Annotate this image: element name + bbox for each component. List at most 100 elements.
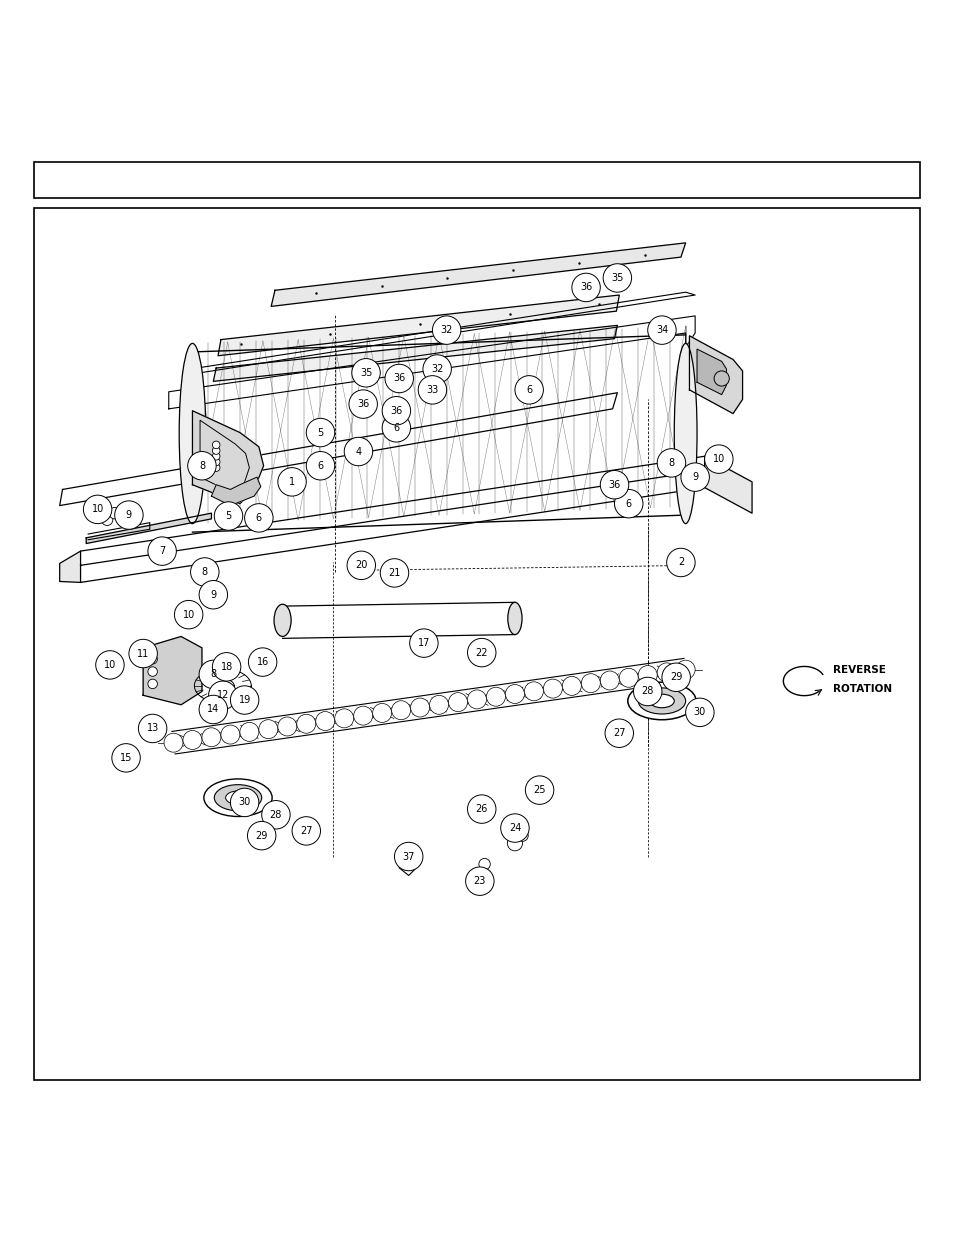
Circle shape <box>714 370 728 387</box>
Text: 10: 10 <box>91 504 104 514</box>
Circle shape <box>604 719 633 747</box>
Text: 12: 12 <box>216 690 229 700</box>
Text: 6: 6 <box>525 385 532 395</box>
Circle shape <box>199 580 228 609</box>
Circle shape <box>83 495 112 524</box>
Text: 5: 5 <box>317 427 323 437</box>
Text: 27: 27 <box>613 729 625 739</box>
Text: 5: 5 <box>225 511 232 521</box>
Text: 6: 6 <box>255 513 262 522</box>
Text: 6: 6 <box>317 461 323 471</box>
Text: 8: 8 <box>210 669 216 679</box>
Ellipse shape <box>204 779 272 816</box>
Text: 16: 16 <box>256 657 269 667</box>
Circle shape <box>385 364 413 393</box>
Text: 14: 14 <box>207 704 219 715</box>
Text: 35: 35 <box>611 273 623 283</box>
Circle shape <box>429 695 448 714</box>
Circle shape <box>347 551 375 579</box>
Ellipse shape <box>274 604 291 636</box>
Circle shape <box>101 514 112 526</box>
Circle shape <box>380 558 408 587</box>
Text: 35: 35 <box>359 368 372 378</box>
Text: 10: 10 <box>712 454 724 464</box>
Circle shape <box>202 727 221 747</box>
Circle shape <box>614 489 642 517</box>
Circle shape <box>599 471 628 499</box>
Text: 17: 17 <box>417 638 430 648</box>
Circle shape <box>666 548 695 577</box>
Circle shape <box>213 458 220 466</box>
Circle shape <box>244 504 273 532</box>
Ellipse shape <box>214 784 261 810</box>
Circle shape <box>191 558 219 587</box>
Polygon shape <box>213 325 617 382</box>
Circle shape <box>676 661 695 679</box>
Circle shape <box>109 508 120 519</box>
Circle shape <box>417 375 446 404</box>
Circle shape <box>258 720 277 739</box>
Circle shape <box>467 795 496 824</box>
Text: 20: 20 <box>355 561 367 571</box>
Circle shape <box>213 447 220 454</box>
Circle shape <box>517 830 528 841</box>
Text: 32: 32 <box>431 364 443 374</box>
Circle shape <box>354 706 373 725</box>
Circle shape <box>349 390 377 419</box>
Circle shape <box>277 468 306 496</box>
Circle shape <box>525 776 554 804</box>
Circle shape <box>685 698 714 726</box>
Circle shape <box>148 655 157 664</box>
Circle shape <box>382 414 410 442</box>
Circle shape <box>261 800 290 829</box>
Circle shape <box>213 452 220 461</box>
Text: 13: 13 <box>147 724 158 734</box>
Polygon shape <box>697 350 725 395</box>
Circle shape <box>392 700 410 720</box>
Text: 36: 36 <box>393 373 405 384</box>
Circle shape <box>661 663 690 692</box>
Text: 18: 18 <box>220 662 233 672</box>
Circle shape <box>500 814 529 842</box>
Text: 9: 9 <box>210 590 216 600</box>
Circle shape <box>138 714 167 742</box>
Circle shape <box>209 680 236 709</box>
Circle shape <box>478 858 490 869</box>
Text: 2: 2 <box>677 557 683 568</box>
Circle shape <box>704 445 732 473</box>
Ellipse shape <box>627 682 696 720</box>
Ellipse shape <box>649 694 674 708</box>
Polygon shape <box>218 295 618 356</box>
Ellipse shape <box>226 790 250 804</box>
Circle shape <box>188 452 216 480</box>
Circle shape <box>247 821 275 850</box>
Circle shape <box>91 508 103 519</box>
Text: 28: 28 <box>640 687 653 697</box>
Circle shape <box>432 316 460 345</box>
Circle shape <box>344 437 373 466</box>
Circle shape <box>213 652 240 680</box>
Circle shape <box>148 537 176 566</box>
Circle shape <box>231 788 258 816</box>
Text: 9: 9 <box>691 472 698 482</box>
Text: REVERSE: REVERSE <box>832 664 884 674</box>
Ellipse shape <box>638 688 685 714</box>
Text: 8: 8 <box>201 567 208 577</box>
Text: 36: 36 <box>390 406 402 416</box>
Circle shape <box>199 661 228 689</box>
Circle shape <box>239 722 258 741</box>
Circle shape <box>114 501 143 530</box>
Text: 1: 1 <box>289 477 294 487</box>
Circle shape <box>306 419 335 447</box>
Circle shape <box>95 651 124 679</box>
Circle shape <box>296 714 315 734</box>
Circle shape <box>335 709 354 727</box>
Circle shape <box>505 684 524 704</box>
Text: 22: 22 <box>475 647 488 657</box>
Circle shape <box>515 375 543 404</box>
Circle shape <box>164 734 183 752</box>
Circle shape <box>148 667 157 677</box>
Circle shape <box>465 867 494 895</box>
Polygon shape <box>193 411 263 504</box>
Polygon shape <box>271 243 685 306</box>
